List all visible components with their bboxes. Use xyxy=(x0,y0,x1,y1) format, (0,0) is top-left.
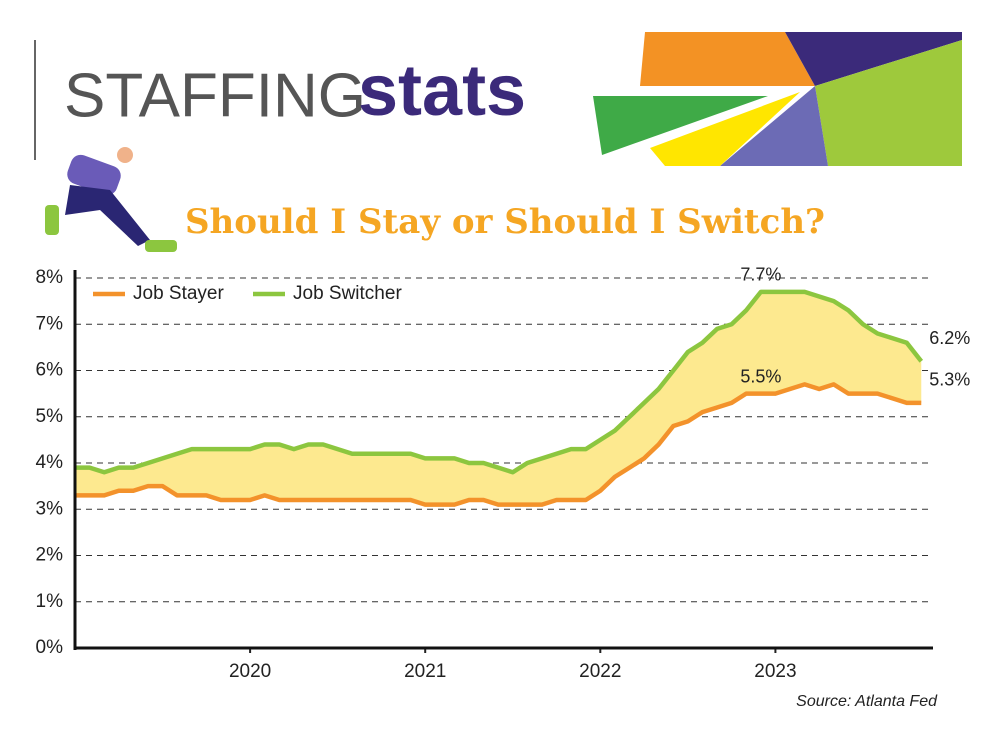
y-tick-label: 0% xyxy=(36,637,64,658)
annotation: 5.5% xyxy=(740,366,781,386)
header-word1: STAFFING xyxy=(64,61,366,130)
x-tick-label: 2023 xyxy=(754,661,796,682)
annotation: 5.3% xyxy=(929,370,970,390)
y-tick-label: 3% xyxy=(36,498,64,519)
chart-title: Should I Stay or Should I Switch? xyxy=(185,202,825,242)
header-word2: stats xyxy=(358,51,526,131)
y-tick-label: 5% xyxy=(36,406,64,427)
y-tick-label: 6% xyxy=(36,360,64,381)
band-fill xyxy=(75,291,922,505)
annotation: 7.7% xyxy=(740,265,781,285)
x-tick-label: 2021 xyxy=(404,661,446,682)
y-tick-label: 7% xyxy=(36,313,64,334)
series-line xyxy=(75,382,922,507)
decor-pie xyxy=(593,32,962,166)
annotation: 6.2% xyxy=(929,328,970,348)
legend-label: Job Switcher xyxy=(293,283,402,304)
runner xyxy=(45,147,177,252)
y-tick-label: 1% xyxy=(36,591,64,612)
y-tick-label: 8% xyxy=(36,267,64,288)
y-tick-label: 2% xyxy=(36,545,64,566)
series-line xyxy=(75,289,924,475)
x-tick-label: 2022 xyxy=(579,661,621,682)
legend-label: Job Stayer xyxy=(133,283,224,304)
x-tick-label: 2020 xyxy=(229,661,271,682)
source: Source: Atlanta Fed xyxy=(796,693,938,710)
y-tick-label: 4% xyxy=(36,452,64,473)
